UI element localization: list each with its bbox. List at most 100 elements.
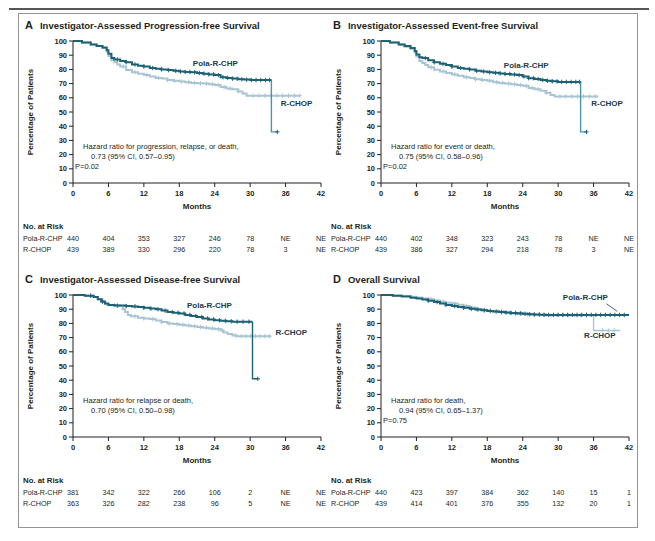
risk-value: 423 [410,488,422,497]
x-axis-title: Months [183,202,212,211]
y-tick-label: 80 [59,319,67,328]
risk-row-label: Pola-R-CHP [23,234,63,243]
panel-d-title: DOverall Survival [329,271,635,287]
y-tick-label: 40 [59,376,67,385]
risk-row-label: Pola-R-CHP [23,488,63,497]
risk-value: 294 [481,245,493,254]
risk-value: 362 [517,488,529,497]
figure-frame: AInvestigator-Assessed Progression-free … [18,13,638,528]
hazard-annotation-line: Hazard ratio for death, [391,396,466,405]
risk-value: 3 [592,245,596,254]
y-tick-label: 50 [367,108,375,117]
risk-row-label: R-CHOP [331,499,360,508]
panel-b-plot: 010203040506070809010006121824303642Perc… [329,33,635,270]
y-tick-label: 90 [367,51,375,60]
risk-value: 327 [173,234,185,243]
y-axis-title: Percentage of Patients [334,322,343,409]
x-tick-label: 6 [106,443,110,452]
risk-value: 414 [410,499,422,508]
plot-root: 010203040506070809010006121824303642Perc… [23,37,326,254]
curve-label: Pola-R-CHP [193,59,239,68]
x-tick-label: 24 [211,443,220,452]
risk-table: No. at RiskPola-R-CHP3813423222661062NEN… [23,476,326,508]
x-tick-label: 30 [246,189,254,198]
risk-value: 439 [67,245,79,254]
x-tick-label: 36 [589,189,597,198]
risk-value: 218 [517,245,529,254]
risk-value: 327 [446,245,458,254]
panel-b: BInvestigator-Assessed Event-free Surviv… [329,17,635,270]
y-tick-label: 90 [59,305,67,314]
y-tick-label: 70 [59,333,67,342]
hazard-annotation-line: 0.70 (95% CI, 0.50–0.98) [91,406,175,415]
risk-value: 106 [209,488,221,497]
risk-value: 401 [446,499,458,508]
risk-value: 15 [590,488,598,497]
risk-value: 5 [248,499,252,508]
y-tick-label: 30 [367,390,375,399]
risk-row-label: Pola-R-CHP [331,488,371,497]
y-tick-label: 0 [63,179,67,188]
y-tick-label: 0 [371,433,375,442]
x-tick-label: 24 [211,189,220,198]
km-curve-pola-r-chp: Pola-R-CHP [381,41,589,134]
x-tick-label: 18 [483,189,491,198]
y-tick-label: 80 [367,65,375,74]
hazard-annotation-line: 0.75 (95% CI, 0.58–0.96) [399,152,483,161]
panel-a-title: AInvestigator-Assessed Progression-free … [21,17,327,33]
y-tick-label: 70 [59,79,67,88]
risk-value: 376 [481,499,493,508]
km-curve-pola-r-chp: Pola-R-CHP [381,293,629,317]
risk-value: 439 [375,499,387,508]
curve-label: R-CHOP [584,331,616,340]
risk-value: 386 [410,245,422,254]
y-tick-label: 100 [54,37,67,46]
risk-value: 384 [481,488,493,497]
hazard-annotation-line: Hazard ratio for progression, relapse, o… [83,142,239,151]
y-tick-label: 20 [367,404,375,413]
y-tick-label: 60 [59,347,67,356]
y-tick-label: 90 [367,305,375,314]
risk-row-label: R-CHOP [23,499,52,508]
x-axis-title: Months [491,202,520,211]
y-tick-label: 90 [59,51,67,60]
y-tick-label: 10 [367,418,375,427]
panel-a-plot: 010203040506070809010006121824303642Perc… [21,33,327,270]
plot-root: 010203040506070809010006121824303642Perc… [331,37,634,254]
y-tick-label: 40 [367,376,375,385]
risk-table-header: No. at Risk [23,476,64,485]
risk-value: 342 [102,488,114,497]
x-tick-label: 18 [175,189,183,198]
curve-label: Pola-R-CHP [504,61,550,70]
risk-row-label: R-CHOP [331,245,360,254]
panel-d-plot: 010203040506070809010006121824303642Perc… [329,287,635,524]
terminal-drop-line [271,80,277,132]
risk-value: 381 [67,488,79,497]
y-tick-label: 50 [367,362,375,371]
survival-step-line [381,41,581,82]
x-tick-label: 24 [519,443,528,452]
risk-value: 78 [246,234,254,243]
x-axis-title: Months [491,456,520,465]
risk-value: 355 [517,499,529,508]
y-tick-label: 50 [59,108,67,117]
x-tick-label: 12 [140,189,148,198]
censor-marks [89,294,272,339]
x-tick-label: 0 [379,443,383,452]
x-tick-label: 42 [317,189,325,198]
terminal-drop-line [594,315,621,330]
risk-value: 3 [284,245,288,254]
risk-value: NE [624,245,634,254]
curve-label: R-CHOP [591,99,623,108]
curve-label: Pola-R-CHP [187,301,233,310]
y-tick-label: 60 [367,93,375,102]
curve-label: Pola-R-CHP [563,293,609,302]
y-axis-title: Percentage of Patients [26,68,35,155]
risk-value: 78 [554,234,562,243]
panel-b-title: BInvestigator-Assessed Event-free Surviv… [329,17,635,33]
risk-value: 78 [554,245,562,254]
panel-d-letter: D [333,273,341,285]
y-tick-label: 100 [362,37,375,46]
y-tick-label: 100 [54,291,67,300]
risk-value: 348 [446,234,458,243]
